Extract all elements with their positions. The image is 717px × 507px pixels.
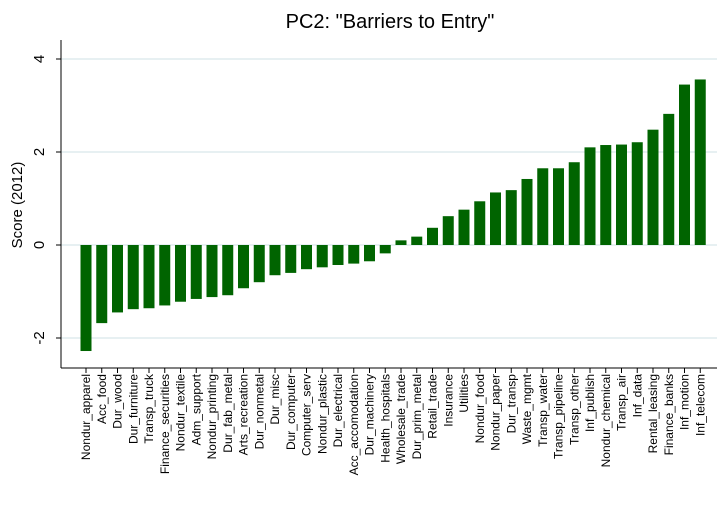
x-tick-label-25: Nondur_food [473,374,487,443]
x-tick-label-21: Dur_prim_metal [410,374,424,459]
x-tick-label-4: Transp_truck [142,373,156,444]
x-tick-label-15: Nondur_plastic [315,374,329,454]
x-tick-label-29: Transp_water [536,374,550,447]
x-tick-label-8: Nondur_printing [205,374,219,459]
bar-Nondur_plastic [316,245,328,268]
x-tick-label-14: Computer_serv [300,374,314,456]
bar-Nondur_apparel [80,245,92,352]
bar-Rental_leasing [647,129,659,245]
x-tick-label-16: Dur_electrical [331,374,345,447]
x-tick-label-24: Utilities [457,374,471,413]
chart-title: PC2: "Barriers to Entry" [286,11,495,33]
bar-Finance_securities [159,245,171,306]
x-tick-label-38: Inf_motion [678,374,692,430]
bar-Inf_telecom [694,79,706,246]
bar-Dur_nonmetal [253,245,265,283]
bar-Health_hospitals [379,245,391,254]
bar-Nondur_paper [490,192,501,245]
x-tick-label-39: Inf_telecom [693,374,707,436]
x-tick-label-31: Transp_other [567,374,581,445]
y-tick-label-2: 2 [31,148,48,156]
bar-Dur_furniture [127,245,139,310]
bar-Acc_accomodation [348,245,360,264]
bar-Utilities [458,209,470,245]
bar-Computer_serv [301,245,312,270]
x-tick-label-0: Nondur_apparel [79,374,93,460]
bar-Adm_support [190,245,202,299]
x-tick-label-12: Dur_misc [268,374,282,425]
y-axis-label: Score (2012) [9,162,26,249]
x-tick-label-27: Dur_transp [504,374,518,434]
bar-Nondur_textile [175,245,186,302]
x-tick-label-22: Retail_trade [426,374,440,439]
bar-Dur_fab_metal [222,245,234,296]
bar-Arts_recreation [238,245,249,289]
x-tick-label-35: Inf_data [630,374,644,418]
bar-Dur_prim_metal [411,236,423,245]
x-tick-label-17: Acc_accomodation [347,374,361,475]
bar-Transp_pipeline [553,168,564,245]
bar-Inf_data [631,142,643,245]
bar-Dur_misc [269,245,281,276]
x-tick-label-26: Nondur_paper [489,374,503,451]
bar-Dur_machinery [364,245,375,262]
x-tick-label-13: Dur_computer [284,374,298,450]
bar-Inf_publish [584,147,596,245]
x-tick-label-7: Adm_support [189,373,203,445]
x-tick-label-20: Wholesale_trade [394,374,408,464]
y-tick-label-1: 0 [31,241,48,249]
bar-Transp_other [568,162,580,245]
bar-Nondur_chemical [600,145,612,245]
x-tick-label-28: Waste_mgmt [520,373,534,444]
bar-Waste_mgmt [521,178,533,245]
bar-Dur_electrical [332,245,344,265]
bars [80,79,706,352]
bar-Dur_wood [112,245,123,313]
x-tick-label-18: Dur_machinery [363,374,377,455]
x-tick-label-33: Nondur_chemical [599,374,613,467]
x-tick-label-1: Acc_food [95,374,109,424]
x-tick-label-10: Arts_recreation [237,374,251,455]
x-ticks: Nondur_apparel Acc_food Dur_wood Dur_furnit… [79,368,707,475]
x-tick-label-11: Dur_nonmetal [252,374,266,449]
bar-Wholesale_trade [395,240,407,245]
x-tick-label-34: Transp_air [615,374,629,431]
bar-Dur_transp [505,190,517,245]
y-ticks: -2 0 2 4 [31,55,61,345]
bar-Insurance [442,216,454,245]
x-tick-label-36: Rental_leasing [646,374,660,453]
x-tick-label-19: Health_hospitals [378,374,392,463]
bar-Transp_truck [143,245,155,309]
y-tick-label-3: 4 [31,55,48,63]
bar-Retail_trade [427,227,438,245]
bar-Nondur_printing [206,245,218,298]
x-tick-label-23: Insurance [441,374,455,427]
x-tick-label-3: Dur_furniture [126,374,140,444]
bar-Inf_motion [679,84,690,245]
y-tick-label-0: -2 [31,331,48,344]
bar-Transp_air [616,144,627,245]
x-tick-label-37: Finance_banks [662,374,676,455]
bar-Transp_water [537,168,549,245]
bar-Nondur_food [474,201,486,245]
bar-Dur_computer [285,245,297,273]
x-tick-label-5: Finance_securities [158,374,172,474]
x-tick-label-9: Dur_fab_metal [221,374,235,453]
bar-Finance_banks [663,113,675,246]
bar-Acc_food [96,245,108,324]
x-tick-label-30: Transp_pipeline [552,374,566,459]
x-tick-label-2: Dur_wood [111,374,125,429]
x-tick-label-6: Nondur_textile [174,374,188,452]
x-tick-label-32: Inf_publish [583,374,597,432]
